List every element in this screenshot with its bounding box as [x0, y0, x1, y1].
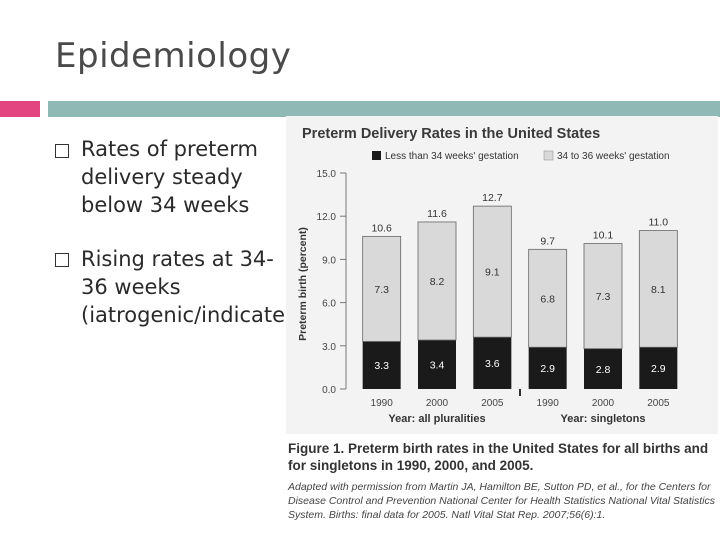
- y-tick-label: 0.0: [322, 385, 336, 396]
- bar-total-label: 10.1: [593, 230, 614, 242]
- bar-segment-34-36: [528, 248, 568, 348]
- chart-title: Preterm Delivery Rates in the United Sta…: [302, 126, 600, 142]
- bullet-text: Rising rates at 34-36 weeks (iatrogenic/…: [81, 247, 307, 327]
- bullet-icon: [55, 253, 69, 267]
- legend-label-dark: Less than 34 weeks' gestation: [385, 151, 519, 162]
- bar-total-label: 11.0: [648, 217, 668, 229]
- bar-segment-34-36: [472, 205, 512, 338]
- x-tick-label: 2000: [592, 398, 615, 409]
- bar-value-label: 7.3: [374, 284, 389, 296]
- bar-segment-lt34: [528, 347, 567, 389]
- bar-value-label: 2.8: [596, 364, 611, 376]
- bullet-text: Rates of preterm delivery steady below 3…: [81, 137, 258, 217]
- bar-segment-34-36: [417, 221, 457, 341]
- y-axis-label: Preterm birth (percent): [297, 227, 309, 341]
- bar-segment-34-36: [362, 235, 402, 342]
- y-tick-label: 15.0: [317, 169, 337, 180]
- x-group-label: Year: singletons: [561, 413, 646, 425]
- bar-total-label: 9.7: [540, 235, 555, 247]
- bar-segment-34-36: [638, 230, 678, 348]
- legend-label-light: 34 to 36 weeks' gestation: [557, 151, 670, 162]
- y-tick-label: 3.0: [322, 342, 336, 353]
- x-tick-label: 2005: [481, 398, 504, 409]
- bar-total-label: 12.7: [482, 192, 503, 204]
- bar-segment-lt34: [418, 340, 456, 389]
- bar-total-label: 11.6: [427, 208, 447, 220]
- bar-segment-lt34: [473, 337, 512, 389]
- bar-segment-lt34: [362, 341, 401, 389]
- x-group-label: Year: all pluralities: [388, 413, 485, 425]
- bar-segment-34-36: [583, 243, 623, 350]
- bar-segment-lt34: [639, 347, 678, 389]
- y-tick-label: 6.0: [322, 299, 336, 310]
- bar-value-label: 2.9: [540, 363, 555, 375]
- bullet-icon: [55, 144, 69, 158]
- bar-value-label: 3.6: [485, 358, 500, 370]
- x-tick-label: 1990: [371, 398, 394, 409]
- accent-bar-left: [0, 101, 40, 117]
- x-tick-label: 2000: [426, 398, 449, 409]
- y-tick-label: 12.0: [317, 212, 337, 223]
- bar-value-label: 6.8: [540, 293, 555, 305]
- figure-caption: Figure 1. Preterm birth rates in the Uni…: [288, 441, 709, 473]
- chart-figure: Preterm Delivery Rates in the United Sta…: [286, 116, 718, 434]
- x-tick-label: 2005: [647, 398, 670, 409]
- bar-value-label: 2.9: [651, 363, 666, 375]
- bar-value-label: 8.2: [430, 276, 445, 288]
- figure-credit: Adapted with permission from Martin JA, …: [288, 481, 716, 521]
- bar-total-label: 10.6: [371, 222, 392, 234]
- legend-swatch-light: [543, 150, 554, 161]
- bar-value-label: 3.3: [374, 360, 389, 372]
- bar-value-label: 7.3: [596, 291, 611, 303]
- bar-segment-lt34: [584, 348, 622, 389]
- legend-swatch-dark: [372, 151, 381, 160]
- x-tick-label: 1990: [537, 398, 560, 409]
- bar-value-label: 8.1: [651, 284, 666, 296]
- bar-value-label: 9.1: [485, 267, 500, 279]
- bar-value-label: 3.4: [430, 360, 445, 372]
- chart: Preterm Delivery Rates in the United Sta…: [297, 126, 678, 425]
- accent-bar-right: [48, 101, 720, 117]
- slide-title: Epidemiology: [55, 36, 292, 76]
- y-tick-label: 9.0: [322, 255, 336, 266]
